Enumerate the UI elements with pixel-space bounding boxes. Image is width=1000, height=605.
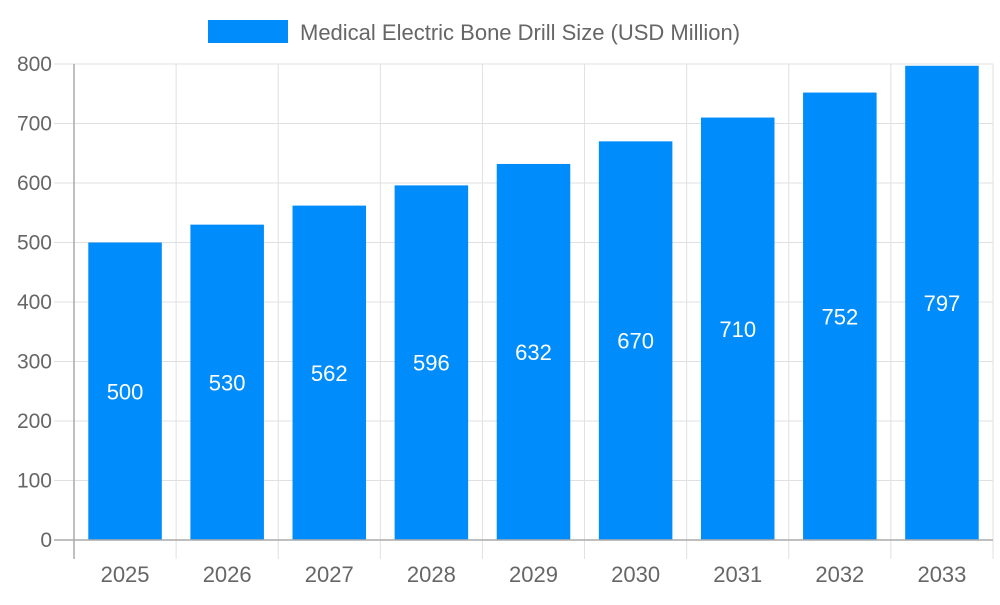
data-label: 752: [821, 304, 858, 329]
data-label: 632: [515, 340, 552, 365]
data-label: 530: [209, 370, 246, 395]
y-tick-label: 700: [17, 113, 52, 136]
x-tick-label: 2029: [509, 562, 558, 587]
x-tick-label: 2026: [203, 562, 252, 587]
x-tick-label: 2025: [101, 562, 150, 587]
legend-label: Medical Electric Bone Drill Size (USD Mi…: [300, 20, 740, 45]
y-tick-label: 800: [17, 53, 52, 76]
data-label: 710: [719, 317, 756, 342]
data-label: 670: [617, 329, 654, 354]
bar: [803, 92, 877, 540]
bar: [598, 141, 673, 540]
data-label: 596: [413, 351, 450, 376]
bar: [88, 242, 162, 540]
data-label: 500: [107, 379, 144, 404]
x-tick-label: 2032: [815, 562, 864, 587]
y-tick-label: 600: [17, 172, 52, 195]
x-tick-label: 2028: [407, 562, 456, 587]
data-label: 797: [924, 291, 961, 316]
x-tick-label: 2033: [917, 562, 966, 587]
bar: [905, 65, 979, 540]
data-label: 562: [311, 361, 348, 386]
bar: [190, 224, 264, 540]
bar: [496, 163, 571, 540]
y-tick-label: 300: [17, 351, 52, 374]
legend[interactable]: Medical Electric Bone Drill Size (USD Mi…: [208, 20, 740, 45]
legend-swatch: [208, 20, 288, 43]
bars: 500 530 562 596 632 670 710 752 797: [88, 65, 979, 541]
y-tick-label: 200: [17, 410, 52, 433]
bar: [700, 117, 775, 541]
x-tick-label: 2027: [305, 562, 354, 587]
y-tick-label: 500: [17, 232, 52, 255]
bar: [394, 185, 469, 540]
x-tick-label: 2031: [713, 562, 762, 587]
y-tick-label: 0: [40, 529, 52, 552]
y-tick-label: 400: [17, 291, 52, 314]
x-tick-label: 2030: [611, 562, 660, 587]
axes: 0 100 200 300 400 500 600 700 800 2025 2026 2027 202…: [17, 53, 993, 587]
y-tick-label: 100: [17, 470, 52, 493]
bar: [292, 205, 367, 541]
